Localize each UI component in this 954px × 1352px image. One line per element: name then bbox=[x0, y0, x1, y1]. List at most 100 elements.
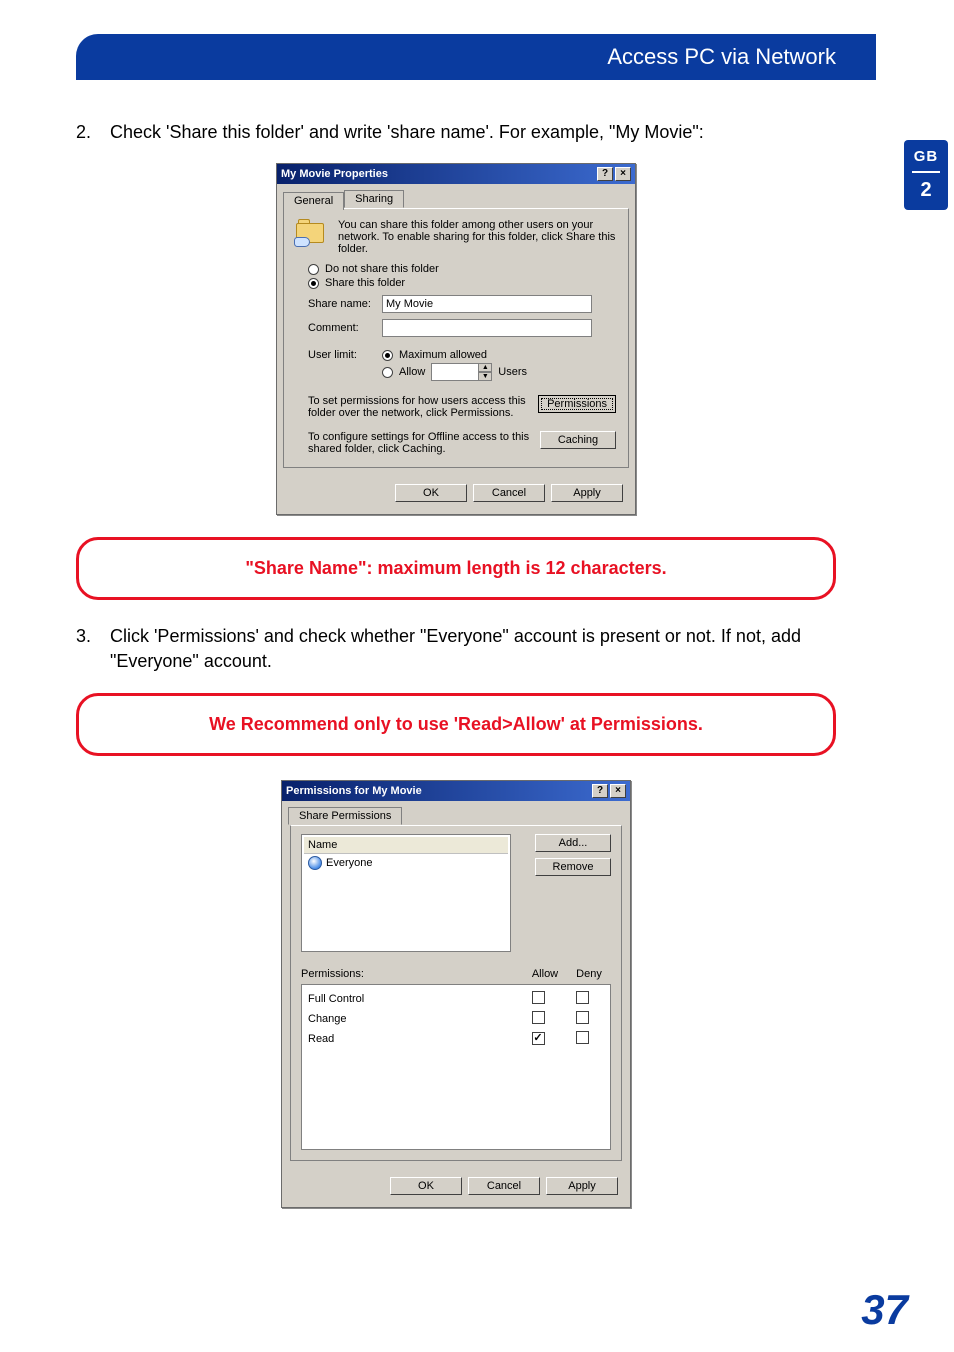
user-limit-row: User limit: Maximum allowed Allow ▲▼ Use… bbox=[308, 347, 616, 383]
callout-read-allow: We Recommend only to use 'Read>Allow' at… bbox=[76, 693, 836, 756]
apply-button[interactable]: Apply bbox=[546, 1177, 618, 1195]
page-header: Access PC via Network bbox=[76, 34, 876, 80]
perm-row-read: Read bbox=[308, 1029, 604, 1049]
spinner-up-icon[interactable]: ▲ bbox=[478, 363, 492, 372]
ok-button[interactable]: OK bbox=[390, 1177, 462, 1195]
cancel-button[interactable]: Cancel bbox=[468, 1177, 540, 1195]
name-column-header: Name bbox=[304, 837, 508, 854]
list-side-buttons: Add... Remove bbox=[535, 834, 611, 876]
comment-input[interactable] bbox=[382, 319, 592, 337]
callout-read-allow-text: We Recommend only to use 'Read>Allow' at… bbox=[209, 714, 703, 734]
content-area: 2. Check 'Share this folder' and write '… bbox=[76, 120, 836, 1230]
checkbox-full-deny[interactable] bbox=[576, 991, 589, 1004]
step-3-number: 3. bbox=[76, 624, 110, 674]
perm-label: Full Control bbox=[308, 993, 516, 1005]
permissions-grid: Full Control Change Read bbox=[301, 984, 611, 1150]
allow-header: Allow bbox=[523, 968, 567, 980]
shared-folder-icon bbox=[296, 219, 328, 245]
dialog-properties-title: My Movie Properties bbox=[281, 168, 388, 180]
dialog-permissions-title: Permissions for My Movie bbox=[286, 785, 422, 797]
share-name-label: Share name: bbox=[308, 298, 382, 310]
sharing-intro-row: You can share this folder among other us… bbox=[296, 219, 616, 255]
sharing-intro-text: You can share this folder among other us… bbox=[338, 219, 616, 255]
permissions-header-row: Permissions: Allow Deny bbox=[301, 968, 611, 980]
share-name-input[interactable] bbox=[382, 295, 592, 313]
name-list[interactable]: Name Everyone bbox=[301, 834, 511, 952]
radio-max-allowed-label: Maximum allowed bbox=[399, 349, 487, 361]
permissions-text: To set permissions for how users access … bbox=[308, 395, 528, 419]
step-3-text: Click 'Permissions' and check whether "E… bbox=[110, 624, 836, 674]
dialog-properties: My Movie Properties ? × General Sharing … bbox=[276, 163, 636, 515]
dialog-properties-buttons: OK Cancel Apply bbox=[277, 474, 635, 514]
list-item[interactable]: Everyone bbox=[304, 854, 508, 872]
help-icon[interactable]: ? bbox=[592, 784, 608, 798]
dialog-permissions: Permissions for My Movie ? × Share Permi… bbox=[281, 780, 631, 1208]
perm-label: Change bbox=[308, 1013, 516, 1025]
step-2: 2. Check 'Share this folder' and write '… bbox=[76, 120, 836, 145]
tab-general[interactable]: General bbox=[283, 192, 344, 210]
titlebar-buttons: ? × bbox=[597, 167, 631, 181]
apply-button[interactable]: Apply bbox=[551, 484, 623, 502]
close-icon[interactable]: × bbox=[615, 167, 631, 181]
dialog-permissions-tabs: Share Permissions bbox=[282, 801, 630, 825]
permissions-label: Permissions: bbox=[301, 968, 523, 980]
allow-count-spinner[interactable]: ▲▼ bbox=[431, 363, 492, 381]
group-icon bbox=[308, 856, 322, 870]
permissions-button[interactable]: Permissions bbox=[538, 395, 616, 413]
dialog-properties-titlebar: My Movie Properties ? × bbox=[277, 164, 635, 184]
ok-button[interactable]: OK bbox=[395, 484, 467, 502]
name-list-row: Name Everyone Add... Remove bbox=[301, 834, 611, 952]
radio-share-folder[interactable]: Share this folder bbox=[308, 277, 616, 289]
perm-row-full-control: Full Control bbox=[308, 989, 604, 1009]
radio-icon bbox=[382, 350, 393, 361]
checkbox-full-allow[interactable] bbox=[532, 991, 545, 1004]
radio-icon bbox=[308, 278, 319, 289]
checkbox-read-deny[interactable] bbox=[576, 1031, 589, 1044]
callout-share-name: "Share Name": maximum length is 12 chara… bbox=[76, 537, 836, 600]
step-2-text: Check 'Share this folder' and write 'sha… bbox=[110, 120, 836, 145]
dialog-properties-tabs: General Sharing bbox=[277, 184, 635, 208]
dialog-permissions-buttons: OK Cancel Apply bbox=[282, 1167, 630, 1207]
radio-max-allowed[interactable]: Maximum allowed bbox=[382, 349, 527, 361]
share-permissions-panel: Name Everyone Add... Remove Permissions:… bbox=[290, 825, 622, 1161]
radio-do-not-share[interactable]: Do not share this folder bbox=[308, 263, 616, 275]
dialog-permissions-titlebar: Permissions for My Movie ? × bbox=[282, 781, 630, 801]
perm-row-change: Change bbox=[308, 1009, 604, 1029]
cancel-button[interactable]: Cancel bbox=[473, 484, 545, 502]
radio-icon bbox=[308, 264, 319, 275]
share-name-row: Share name: bbox=[308, 295, 616, 313]
allow-count-input[interactable] bbox=[431, 363, 479, 381]
radio-icon bbox=[382, 367, 393, 378]
tab-share-permissions[interactable]: Share Permissions bbox=[288, 807, 402, 825]
side-tab-chapter: 2 bbox=[904, 179, 948, 202]
checkbox-read-allow[interactable] bbox=[532, 1032, 545, 1045]
page-number: 37 bbox=[861, 1286, 908, 1334]
permissions-row: To set permissions for how users access … bbox=[308, 395, 616, 419]
side-tab-lang: GB bbox=[904, 148, 948, 165]
radio-do-not-share-label: Do not share this folder bbox=[325, 263, 439, 275]
side-tab-divider bbox=[912, 171, 940, 173]
checkbox-change-deny[interactable] bbox=[576, 1011, 589, 1024]
deny-header: Deny bbox=[567, 968, 611, 980]
remove-button[interactable]: Remove bbox=[535, 858, 611, 876]
caching-text: To configure settings for Offline access… bbox=[308, 431, 530, 455]
spinner-down-icon[interactable]: ▼ bbox=[478, 372, 492, 381]
callout-share-name-text: "Share Name": maximum length is 12 chara… bbox=[245, 558, 666, 578]
checkbox-change-allow[interactable] bbox=[532, 1011, 545, 1024]
side-tab: GB 2 bbox=[904, 140, 948, 210]
sharing-panel: You can share this folder among other us… bbox=[283, 208, 629, 468]
step-3: 3. Click 'Permissions' and check whether… bbox=[76, 624, 836, 674]
caching-button[interactable]: Caching bbox=[540, 431, 616, 449]
comment-label: Comment: bbox=[308, 322, 382, 334]
radio-allow-n[interactable]: Allow ▲▼ Users bbox=[382, 363, 527, 381]
caching-row: To configure settings for Offline access… bbox=[308, 431, 616, 455]
help-icon[interactable]: ? bbox=[597, 167, 613, 181]
radio-allow-label: Allow bbox=[399, 366, 425, 378]
add-button[interactable]: Add... bbox=[535, 834, 611, 852]
tab-sharing[interactable]: Sharing bbox=[344, 190, 404, 208]
titlebar-buttons: ? × bbox=[592, 784, 626, 798]
close-icon[interactable]: × bbox=[610, 784, 626, 798]
perm-label: Read bbox=[308, 1033, 516, 1045]
list-item-label: Everyone bbox=[326, 857, 372, 869]
page-header-title: Access PC via Network bbox=[607, 44, 836, 70]
